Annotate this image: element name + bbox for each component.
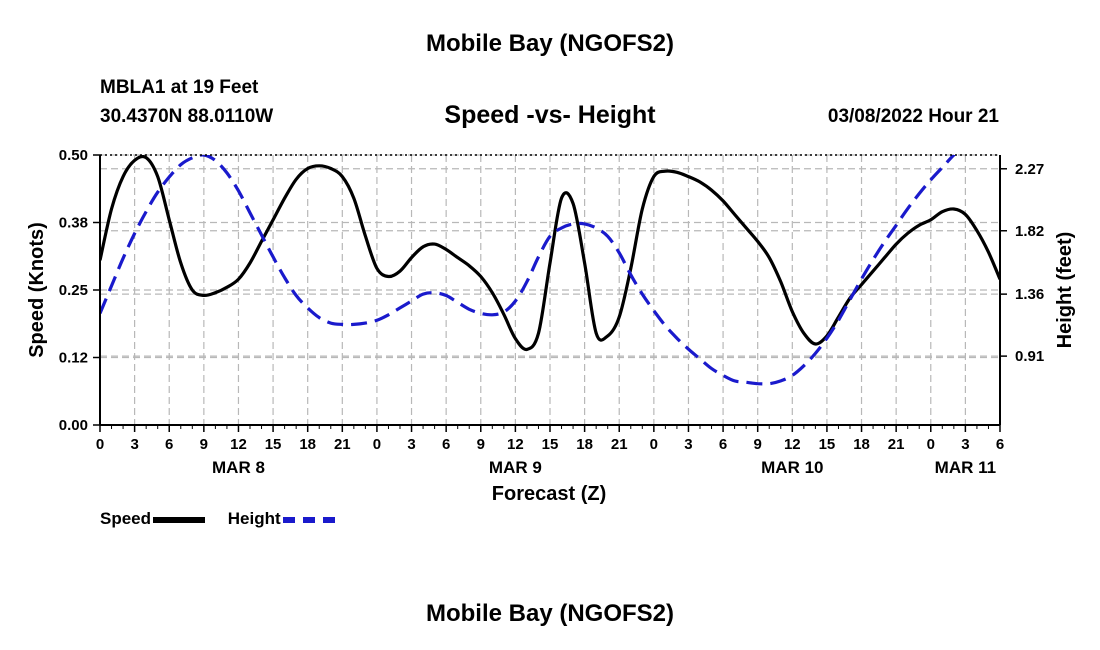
x-tick-label: 0 (927, 436, 935, 453)
left-axis-label: Speed (Knots) (26, 222, 48, 358)
forecast-timestamp: 03/08/2022 Hour 21 (827, 106, 999, 127)
right-tick-label: 1.36 (1015, 286, 1044, 303)
right-tick-label: 0.91 (1015, 348, 1044, 365)
x-tick-label: 3 (130, 436, 138, 453)
left-tick-label: 0.25 (59, 282, 88, 299)
right-axis-label: Height (feet) (1054, 232, 1076, 349)
right-tick-label: 1.82 (1015, 223, 1044, 240)
height-series-line (100, 155, 957, 386)
chart-gridlines (99, 154, 1001, 426)
x-tick-label: 3 (407, 436, 415, 453)
x-tick-label: 6 (996, 436, 1004, 453)
date-label: MAR 11 (935, 458, 996, 477)
legend-height-label: Height (227, 509, 281, 528)
x-tick-label: 12 (507, 436, 524, 453)
x-tick-label: 12 (230, 436, 247, 453)
x-tick-label: 21 (334, 436, 351, 453)
x-tick-label: 15 (542, 436, 559, 453)
station-label: MBLA1 at 19 Feet (100, 77, 259, 98)
x-tick-label: 0 (96, 436, 104, 453)
footer-title: Mobile Bay (NGOFS2) (425, 600, 675, 627)
left-tick-label: 0.12 (59, 350, 88, 367)
x-tick-label: 21 (888, 436, 905, 453)
x-tick-label: 3 (961, 436, 969, 453)
left-tick-label: 0.00 (59, 417, 88, 434)
x-tick-label: 3 (684, 436, 692, 453)
x-tick-label: 9 (200, 436, 208, 453)
chart-series (100, 155, 1000, 386)
x-tick-label: 6 (719, 436, 727, 453)
right-tick-label: 2.27 (1015, 161, 1044, 178)
x-tick-label: 21 (611, 436, 628, 453)
x-tick-label: 0 (373, 436, 381, 453)
legend-speed-label: Speed (100, 509, 152, 528)
legend-height: Height (228, 509, 335, 529)
x-tick-label: 18 (299, 436, 316, 453)
x-tick-label: 9 (754, 436, 762, 453)
x-tick-label: 15 (819, 436, 836, 453)
x-tick-label: 12 (784, 436, 801, 453)
x-tick-label: 9 (477, 436, 485, 453)
left-tick-label: 0.50 (59, 147, 88, 164)
x-tick-label: 0 (650, 436, 658, 453)
x-axis-label: Forecast (Z) (492, 483, 606, 505)
date-labels: MAR 8 MAR 9 MAR 10 MAR 11 (212, 458, 996, 477)
legend-height-swatch (282, 516, 335, 523)
x-tick-label: 15 (265, 436, 282, 453)
left-axis-ticks: 0.00 0.12 0.25 0.38 0.50 (59, 147, 100, 434)
x-tick-label: 18 (576, 436, 593, 453)
date-label: MAR 8 (212, 458, 265, 477)
right-axis-ticks: 0.91 1.36 1.82 2.27 (1000, 161, 1044, 365)
legend-speed: Speed (100, 509, 206, 529)
x-axis-ticks: 0 3 6 9 12 15 18 21 0 3 6 9 12 15 18 21 0 3 6 9 12 15 18 21 0 3 6 (96, 425, 1004, 453)
legend-speed-swatch (153, 516, 206, 523)
date-label: MAR 10 (761, 458, 823, 477)
chart-subtitle: Speed -vs- Height (444, 101, 656, 129)
chart-main-title: Mobile Bay (NGOFS2) (425, 30, 675, 57)
x-tick-label: 6 (165, 436, 173, 453)
chart-legend: Speed Height (100, 509, 353, 529)
x-tick-label: 6 (442, 436, 450, 453)
x-tick-label: 18 (853, 436, 870, 453)
left-tick-label: 0.38 (59, 215, 88, 232)
station-coordinates: 30.4370N 88.0110W (100, 106, 274, 127)
date-label: MAR 9 (489, 458, 542, 477)
